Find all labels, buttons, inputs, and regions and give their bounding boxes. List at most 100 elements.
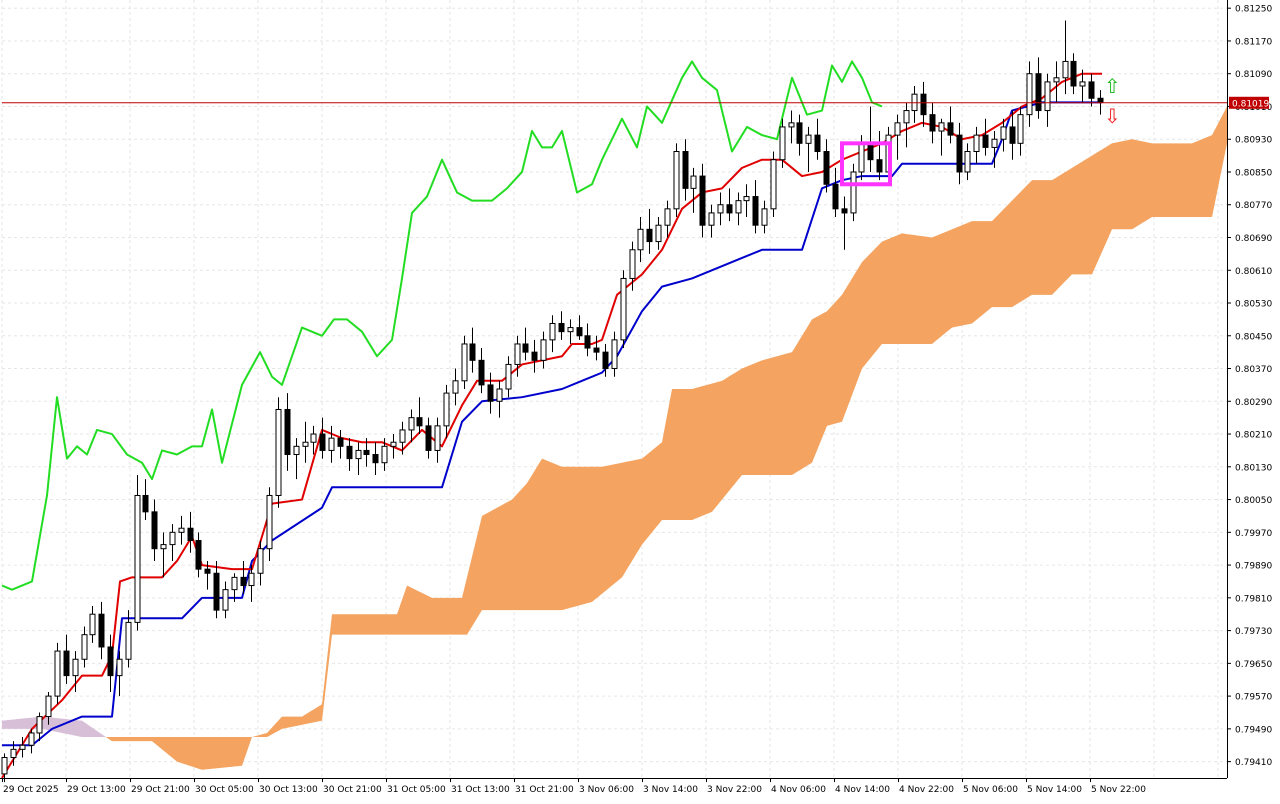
grid <box>1 0 1227 778</box>
candle-bull <box>266 494 273 550</box>
kijun-sen-line <box>2 101 1102 747</box>
candle-bull <box>1000 126 1007 140</box>
candle-bull <box>779 126 786 161</box>
candle-bull <box>567 327 574 333</box>
candle-bull <box>903 110 910 124</box>
candle-bull <box>1079 81 1086 87</box>
candle-bull <box>310 433 317 443</box>
candle-bear <box>337 437 344 447</box>
candle-bull <box>248 572 255 587</box>
candle-bear <box>576 327 583 337</box>
candle-bull <box>257 548 264 574</box>
candle-bull <box>735 200 742 214</box>
candle-bear <box>142 494 149 513</box>
y-tick-label: 0.81250 <box>1235 5 1272 15</box>
candle-bear <box>867 142 874 161</box>
candle-bull <box>673 151 680 210</box>
candle-bull <box>540 339 547 361</box>
candle-bull <box>293 445 300 456</box>
candle-bear <box>982 134 989 148</box>
y-tick-label: 0.80770 <box>1235 201 1272 211</box>
candle-bull <box>355 449 362 460</box>
candle-bear <box>876 159 883 173</box>
candle-bull <box>770 159 777 210</box>
candle-bull <box>54 650 61 697</box>
candle-bull <box>178 527 185 533</box>
y-tick-label: 0.79890 <box>1235 562 1272 572</box>
x-tick-label: 31 Oct 05:00 <box>387 785 446 795</box>
candle-bear <box>726 204 733 214</box>
candle-bull <box>36 716 43 734</box>
candle-bull <box>461 343 468 382</box>
candle-bear <box>469 343 476 361</box>
y-tick-label: 0.80130 <box>1235 463 1272 473</box>
candle-bull <box>743 196 750 202</box>
candle-bull <box>549 322 556 341</box>
y-tick-label: 0.79810 <box>1235 594 1272 604</box>
y-tick-label: 0.80050 <box>1235 496 1272 506</box>
candle-bear <box>195 540 202 570</box>
candle-bear <box>416 417 423 427</box>
x-tick-label: 4 Nov 06:00 <box>771 785 826 795</box>
candle-bear <box>646 228 653 243</box>
candle-bull <box>125 621 132 660</box>
candle-bear <box>204 568 211 574</box>
y-tick-label: 0.79730 <box>1235 627 1272 637</box>
candle-bull <box>134 494 141 623</box>
candle-bull <box>408 417 415 431</box>
candle-bear <box>213 572 220 611</box>
candle-bull <box>434 425 441 451</box>
candle-bear <box>1035 73 1042 112</box>
candle-bull <box>19 744 26 750</box>
candle-bear <box>814 134 821 153</box>
y-tick-label: 0.80930 <box>1235 136 1272 146</box>
candle-bull <box>275 408 282 496</box>
candle-bull <box>10 748 17 759</box>
price-tag-box <box>1229 96 1269 109</box>
price-tag-label: 0.81019 <box>1232 99 1269 109</box>
candle-bull <box>381 445 388 464</box>
candle-bear <box>346 445 353 460</box>
y-tick-label: 0.81090 <box>1235 70 1272 80</box>
x-tick-label: 30 Oct 13:00 <box>259 785 318 795</box>
y-tick-label: 0.80530 <box>1235 300 1272 310</box>
candle-bear <box>151 511 158 550</box>
candle-bull <box>637 228 644 251</box>
y-tick-label: 0.79570 <box>1235 693 1272 703</box>
candle-bear <box>593 347 600 353</box>
candle-bear <box>682 151 689 189</box>
candle-bear <box>602 351 609 370</box>
candle-bull <box>1017 114 1024 144</box>
x-tick-label: 3 Nov 14:00 <box>643 785 698 795</box>
candle-bull <box>850 171 857 214</box>
candle-bull <box>45 695 52 718</box>
candle-bull <box>496 388 503 402</box>
candle-bull <box>690 175 697 189</box>
y-tick-label: 0.80290 <box>1235 398 1272 408</box>
candle-bull <box>222 589 229 611</box>
candle-bear <box>284 408 291 456</box>
candle-bull <box>452 380 459 394</box>
candle-bear <box>319 433 326 451</box>
y-tick-label: 0.81170 <box>1235 37 1272 47</box>
x-tick-label: 4 Nov 22:00 <box>899 785 954 795</box>
candle-bear <box>929 114 936 132</box>
y-tick-label: 0.79970 <box>1235 529 1272 539</box>
candle-bear <box>522 343 529 353</box>
x-tick-label: 4 Nov 14:00 <box>835 785 890 795</box>
highlight-box <box>840 141 892 187</box>
candle-bull <box>655 224 662 243</box>
chikou-span-line <box>1 60 883 591</box>
candle-bull <box>938 122 945 132</box>
candle-bear <box>487 384 494 402</box>
y-tick-label: 0.80370 <box>1235 365 1272 375</box>
candle-bull <box>620 277 627 341</box>
candle-bear <box>1097 97 1104 103</box>
x-tick-label: 31 Oct 13:00 <box>451 785 510 795</box>
candles <box>1 20 1104 783</box>
cloud-bear-area <box>2 716 106 738</box>
candle-bull <box>973 134 980 153</box>
candle-bear <box>823 151 830 185</box>
candle-bull <box>964 151 971 173</box>
